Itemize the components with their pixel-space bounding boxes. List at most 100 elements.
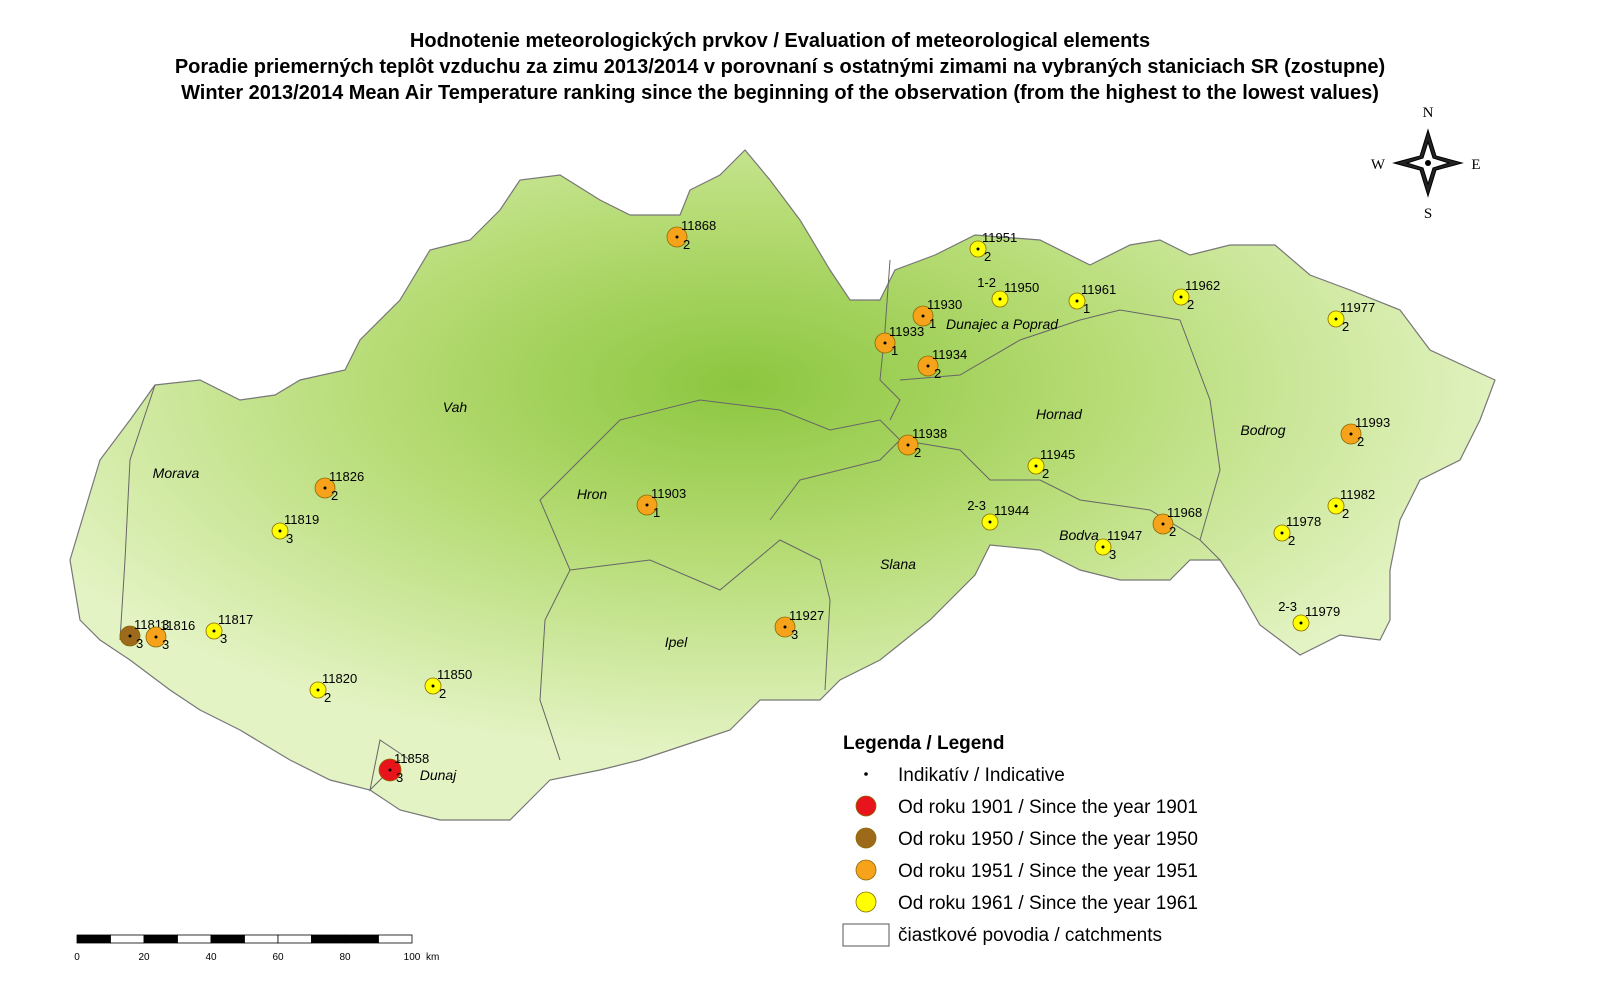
station-rank: 1 [929, 316, 936, 331]
indicative-dot [998, 297, 1002, 301]
station-rank: 3 [220, 631, 227, 646]
station-rank: 3 [162, 637, 169, 652]
station-rank: 2-3 [967, 498, 986, 513]
indicative-dot [883, 341, 887, 345]
station-id: 11850 [437, 667, 472, 682]
station-id: 11816 [160, 618, 195, 633]
station-id: 11947 [1107, 528, 1142, 543]
indicative-dot [1179, 295, 1183, 299]
legend-swatch [855, 827, 877, 849]
indicative-dot [926, 364, 930, 368]
station-rank: 2 [1357, 434, 1364, 449]
station-rank: 2 [984, 249, 991, 264]
compass-n: N [1423, 105, 1434, 121]
scale-segment [177, 934, 212, 944]
station-rank: 3 [1109, 547, 1116, 562]
station-id: 11930 [927, 297, 962, 312]
indicative-dot [906, 443, 910, 447]
catchment-label: Dunaj [420, 767, 457, 783]
station-rank: 2 [1342, 319, 1349, 334]
station-rank: 1-2 [977, 275, 996, 290]
station-id: 11944 [994, 503, 1029, 518]
indicative-dot [1034, 464, 1038, 468]
station-id: 11927 [789, 608, 824, 623]
station-id: 11993 [1355, 415, 1390, 430]
station-id: 11961 [1081, 282, 1116, 297]
indicative-dot [278, 529, 282, 533]
catchment-label: Bodrog [1240, 422, 1285, 438]
indicative-dot [645, 503, 649, 507]
station-rank: 3 [286, 531, 293, 546]
catchment-borders [119, 259, 1221, 792]
indicative-dot [1101, 545, 1105, 549]
legend-swatch [855, 859, 877, 881]
station-id: 11933 [889, 324, 924, 339]
scale-segment [378, 934, 413, 944]
scale-label: 60 [272, 952, 284, 963]
legend-box [842, 923, 890, 947]
station-id: 11978 [1286, 514, 1321, 529]
catchment-label: Hron [577, 486, 608, 502]
indicative-dot [1280, 531, 1284, 535]
indicative-dot [212, 629, 216, 633]
station-id: 11945 [1040, 447, 1075, 462]
station-rank: 1 [891, 343, 898, 358]
catchment-label: Hornad [1036, 406, 1083, 422]
scale-segment [110, 934, 145, 944]
station-id: 11819 [284, 512, 319, 527]
scale-segment [244, 934, 279, 944]
compass: N S E W [1371, 105, 1481, 222]
station-id: 11950 [1004, 280, 1039, 295]
indicative-dot [128, 634, 132, 638]
indicative-dot [316, 688, 320, 692]
indicative-dot [988, 520, 992, 524]
station-id: 11826 [329, 469, 364, 484]
scale-segment [311, 934, 346, 944]
scale-label: 20 [138, 952, 150, 963]
station-id: 11968 [1167, 505, 1202, 520]
legend-label: Od roku 1961 / Since the year 1961 [898, 893, 1198, 914]
station-id: 11977 [1340, 300, 1375, 315]
scale-segment [143, 934, 178, 944]
indicative-dot [921, 314, 925, 318]
station-id: 11938 [912, 426, 947, 441]
scale-segment [76, 934, 111, 944]
station-id: 11951 [982, 230, 1017, 245]
station-rank: 2 [1187, 297, 1194, 312]
indicative-dot [1299, 621, 1303, 625]
catchment-label: Vah [443, 399, 468, 415]
indicative-dot [783, 625, 787, 629]
legend-title: Legenda / Legend [843, 733, 1005, 754]
legend-label: čiastkové povodia / catchments [898, 925, 1162, 946]
scale-segment [210, 934, 245, 944]
country-shape [69, 149, 1496, 821]
station-rank: 2 [683, 237, 690, 252]
station-rank: 2 [1169, 524, 1176, 539]
legend-label: Od roku 1901 / Since the year 1901 [898, 797, 1198, 818]
station-rank: 3 [136, 636, 143, 651]
indicative-dot [154, 635, 158, 639]
catchment-label: Bodva [1059, 527, 1099, 543]
legend-label: Od roku 1950 / Since the year 1950 [898, 829, 1198, 850]
compass-s: S [1424, 206, 1432, 222]
catchment-label: Slana [880, 556, 916, 572]
indicative-dot [675, 235, 679, 239]
indicative-dot [1334, 504, 1338, 508]
indicative-dot [1161, 522, 1165, 526]
station-id: 11982 [1340, 487, 1375, 502]
scale-segment [344, 934, 379, 944]
indicative-dot [323, 486, 327, 490]
station-rank: 2 [1342, 506, 1349, 521]
catchment-label: Dunajec a Poprad [946, 316, 1059, 332]
indicative-dot [1334, 317, 1338, 321]
station-id: 11868 [681, 218, 716, 233]
station-id: 11858 [394, 751, 429, 766]
station-rank: 3 [396, 770, 403, 785]
station-rank: 1 [1083, 301, 1090, 316]
indicative-dot [976, 247, 980, 251]
station-id: 11962 [1185, 278, 1220, 293]
catchment-label: Ipel [665, 634, 688, 650]
station-id: 11817 [218, 612, 253, 627]
legend-label: Indikatív / Indicative [898, 765, 1065, 786]
